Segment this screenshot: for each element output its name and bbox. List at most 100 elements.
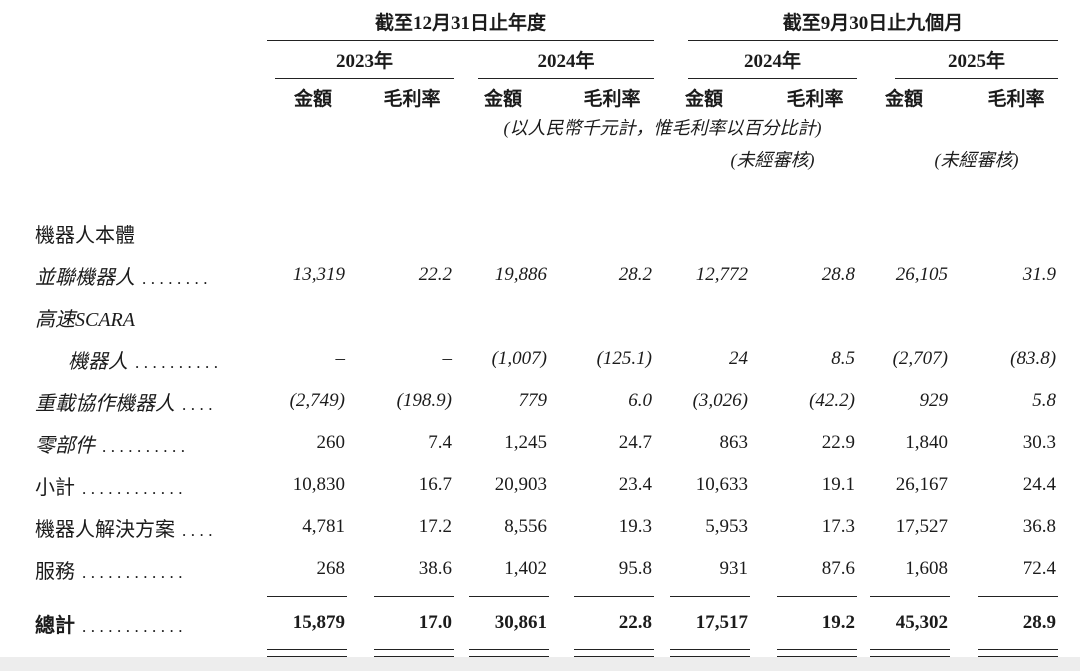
spacer-cell: [35, 590, 267, 600]
cell-value: [347, 212, 454, 254]
units-note-row: (以人民幣千元計，惟毛利率以百分比計): [35, 112, 1058, 142]
single-rule: [374, 594, 454, 597]
table-row: 機器人.......... – – (1,007) (125.1) 24 8.5 (2,707…: [35, 338, 1058, 380]
cell-value: 10,633: [695, 474, 749, 495]
cell-value: [950, 296, 1058, 338]
cell-value: 8,556: [504, 516, 547, 537]
double-rule: [870, 649, 951, 657]
cell-value: 1,840: [905, 432, 949, 453]
single-rule: [469, 594, 549, 597]
single-rule: [978, 594, 1059, 597]
row-label-text: 機器人: [68, 350, 128, 373]
leader-dots: ....: [182, 394, 217, 414]
cell-value: 7.4: [428, 432, 452, 453]
cell-value: 23.4: [618, 474, 653, 495]
cell-value: 19,886: [494, 264, 547, 285]
cell-value: [549, 212, 654, 254]
single-rule: [670, 594, 751, 597]
spacer-cell: [35, 42, 267, 82]
leader-dots: ..........: [102, 436, 190, 456]
row-label-text: 高速SCARA: [35, 308, 135, 331]
cell-value: 30,861: [494, 612, 547, 633]
row-label-text: 機器人解決方案: [35, 518, 175, 541]
spacer-cell: [35, 82, 267, 112]
cell-value: –: [335, 348, 346, 369]
cell-value: 10,830: [292, 474, 345, 495]
cell-value: (2,707): [892, 348, 949, 369]
table-row: 機器人本體: [35, 212, 1058, 254]
cell-value: 15,879: [292, 612, 345, 633]
cell-value: 19.1: [821, 474, 856, 495]
cell-value: 17,517: [695, 612, 749, 633]
cell-value: 24: [729, 348, 749, 369]
row-label: 服務............: [35, 548, 267, 590]
report-table: 截至12月31日止年度 截至9月30日止九個月 2023年 2024年 2024…: [35, 6, 1059, 660]
cell-value: 36.8: [1022, 516, 1057, 537]
column-header-row: 金額 毛利率 金額 毛利率 金額 毛利率 金額 毛利率: [35, 82, 1058, 112]
spacer-cell: [35, 6, 267, 42]
cell-value: [267, 296, 347, 338]
cell-value: (125.1): [596, 348, 653, 369]
year-label-2023: 2023年: [275, 46, 454, 79]
cell-value: 28.9: [1022, 612, 1057, 633]
row-label-text: 小計: [35, 476, 75, 499]
cell-value: 24.7: [618, 432, 653, 453]
cell-value: 17.0: [418, 612, 452, 633]
cell-value: 22.8: [618, 612, 653, 633]
year-label-2024-annual: 2024年: [478, 46, 655, 79]
cell-value: [857, 296, 950, 338]
cell-value: [750, 212, 857, 254]
cell-value: [549, 296, 654, 338]
row-label: 並聯機器人........: [35, 254, 267, 296]
cell-value: (83.8): [1010, 348, 1057, 369]
leader-dots: ..........: [135, 352, 223, 372]
cell-value: 19.2: [821, 612, 856, 633]
table-row: 重載協作機器人.... (2,749) (198.9) 779 6.0 (3,026) (4…: [35, 380, 1058, 422]
double-rule-row: [35, 646, 1059, 660]
cell-value: 20,903: [494, 474, 547, 495]
row-label: 機器人解決方案....: [35, 506, 267, 548]
units-note: (以人民幣千元計，惟毛利率以百分比計): [503, 118, 822, 138]
unaudited-note: (未經審核): [730, 150, 815, 170]
margin-column-header: 毛利率: [583, 88, 641, 110]
cell-value: 5.8: [1032, 390, 1057, 411]
margin-column-header: 毛利率: [987, 88, 1045, 110]
cell-value: 26,105: [895, 264, 949, 285]
leader-dots: ............: [82, 616, 187, 636]
row-label: 小計............: [35, 464, 267, 506]
cell-value: 26,167: [895, 474, 949, 495]
cell-value: [857, 212, 950, 254]
period-group-title-annual: 截至12月31日止年度: [267, 8, 655, 41]
amount-column-header: 金額: [483, 88, 522, 110]
cell-value: [267, 212, 347, 254]
amount-column-header: 金額: [885, 88, 924, 110]
cell-value: [347, 296, 454, 338]
cell-value: 28.8: [821, 264, 856, 285]
double-rule: [777, 649, 858, 657]
row-label-text: 服務: [35, 560, 75, 583]
cell-value: [454, 296, 549, 338]
period-group-title-nine-months: 截至9月30日止九個月: [688, 8, 1059, 41]
cell-value: [950, 212, 1058, 254]
leader-dots: ............: [82, 478, 187, 498]
year-label-2024-nine-months: 2024年: [688, 46, 858, 79]
double-rule: [374, 649, 454, 657]
single-rule: [777, 594, 858, 597]
row-label-text: 零部件: [35, 434, 95, 457]
cell-value: 87.6: [821, 558, 856, 579]
cell-value: [654, 212, 750, 254]
cell-value: 28.2: [618, 264, 653, 285]
double-rule: [267, 649, 347, 657]
table-row: 小計............ 10,830 16.7 20,903 23.4 10,633…: [35, 464, 1058, 506]
row-label-text: 並聯機器人: [35, 266, 135, 289]
amount-column-header: 金額: [685, 88, 724, 110]
cell-value: 17,527: [895, 516, 949, 537]
row-label: 機器人..........: [35, 338, 267, 380]
double-rule: [670, 649, 751, 657]
cell-value: 1,402: [504, 558, 547, 579]
cell-value: 863: [719, 432, 749, 453]
cell-value: (42.2): [809, 390, 856, 411]
cell-value: 30.3: [1022, 432, 1057, 453]
row-label: 總計............: [35, 600, 267, 646]
year-label-2025-nine-months: 2025年: [895, 46, 1059, 79]
